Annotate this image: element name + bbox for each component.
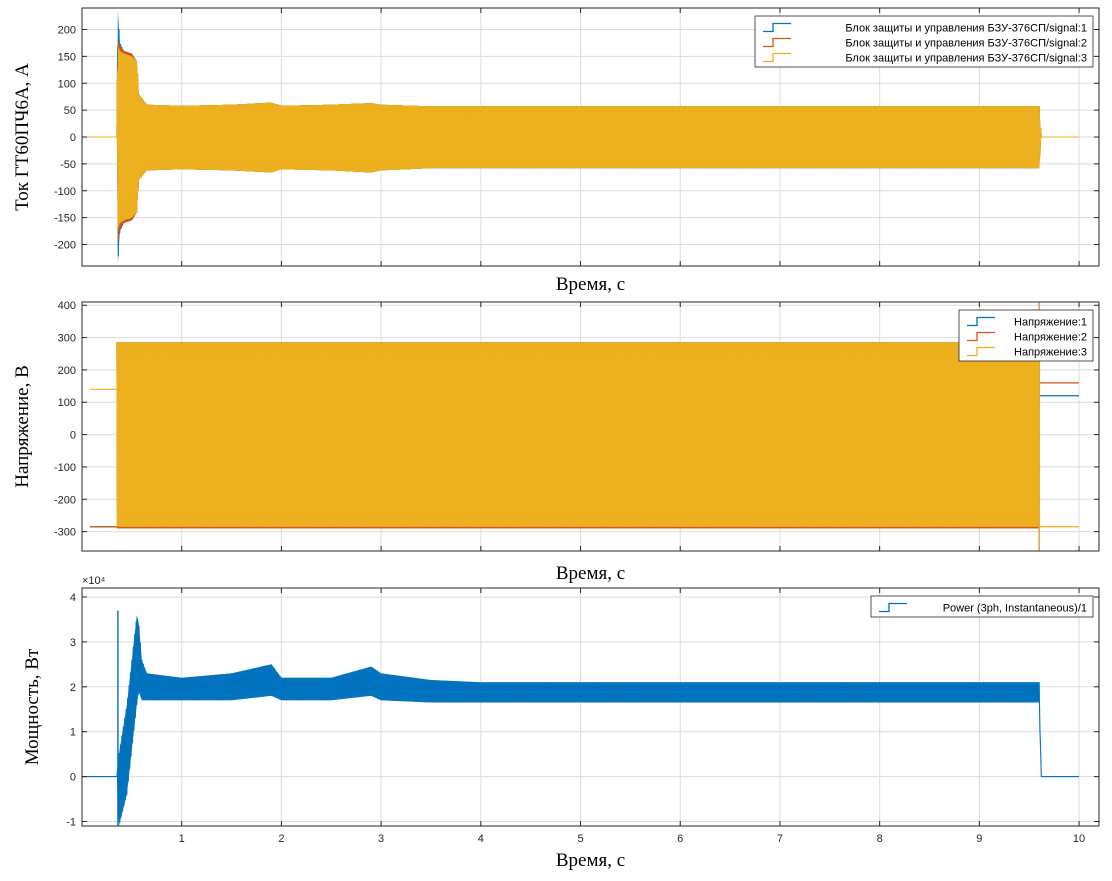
ytick-label: 4 <box>70 592 76 604</box>
legend-swatch-1 <box>879 602 907 613</box>
ytick-label: -100 <box>54 462 76 474</box>
xtick-label: 10 <box>1073 833 1085 845</box>
xtick-label: 4 <box>478 833 484 845</box>
ytick-label: 100 <box>58 397 76 409</box>
ticks: -200 -150 -100 -50 0 50 100 150 200 <box>54 8 1099 266</box>
ytick-label: 300 <box>58 333 76 345</box>
x-axis-label: Время, с <box>556 563 625 584</box>
legend-swatch-2 <box>967 331 995 342</box>
xtick-label: 1 <box>179 833 185 845</box>
legend-swatch-3 <box>967 346 995 357</box>
legend-entry-1: Блок защиты и управления БЗУ-376СП/signa… <box>845 23 1087 35</box>
ytick-label: 1 <box>70 727 76 739</box>
ytick-label: 50 <box>64 105 76 117</box>
ticks: -300 -200 -100 0 100 200 300 400 <box>54 300 1099 551</box>
legend-entry-2: Напряжение:2 <box>1014 332 1087 344</box>
legend-entry-1: Power (3ph, Instantaneous)/1 <box>943 603 1087 615</box>
panel-1: -200 -150 -100 -50 0 50 100 150 200 Ток ГТ60ПЧ6А,… <box>12 7 1100 295</box>
legend: Power (3ph, Instantaneous)/1 <box>870 595 1094 618</box>
series-layer <box>82 610 1080 826</box>
ytick-label: 2 <box>70 682 76 694</box>
ytick-label: -1 <box>66 817 76 829</box>
xtick-label: 9 <box>976 833 982 845</box>
legend: Блок защиты и управления БЗУ-376СП/signa… <box>754 15 1094 68</box>
xtick-label: 8 <box>877 833 883 845</box>
ytick-label: -100 <box>54 186 76 198</box>
y-axis-label: Мощность, Вт <box>22 648 43 765</box>
axes-box <box>81 587 1100 827</box>
ytick-label: 0 <box>70 772 76 784</box>
ytick-label: 200 <box>58 365 76 377</box>
ytick-label: 200 <box>58 25 76 37</box>
legend-box <box>958 309 1094 362</box>
legend-swatch-2 <box>763 37 791 48</box>
ytick-label: 3 <box>70 637 76 649</box>
ytick-label: -300 <box>54 527 76 539</box>
ytick-label: -150 <box>54 213 76 225</box>
xtick-label: 6 <box>677 833 683 845</box>
ytick-label: 0 <box>70 430 76 442</box>
legend-box <box>870 595 1094 618</box>
legend-box <box>754 15 1094 68</box>
ytick-label: -50 <box>60 159 76 171</box>
ytick-label: 0 <box>70 132 76 144</box>
y-axis-label: Ток ГТ60ПЧ6А, А <box>12 63 33 211</box>
panel-3: -1 0 1 2 3 4 1 2 3 4 5 6 7 8 9 10 ×10⁴ Мощность, Вт Время,… <box>22 575 1100 871</box>
panel-2: -300 -200 -100 0 100 200 300 400 Напряжение, В Вр… <box>12 300 1100 584</box>
xtick-label: 2 <box>278 833 284 845</box>
ytick-label: 150 <box>58 51 76 63</box>
axes-box <box>81 301 1100 552</box>
ytick-label: 400 <box>58 300 76 312</box>
ticks: -1 0 1 2 3 4 1 2 3 4 5 6 7 8 9 10 <box>66 588 1099 845</box>
ytick-label: -200 <box>54 240 76 252</box>
legend-swatch-1 <box>967 316 995 327</box>
ytick-label: 100 <box>58 78 76 90</box>
legend-entry-3: Напряжение:3 <box>1014 347 1087 359</box>
legend-entry-1: Напряжение:1 <box>1014 317 1087 329</box>
legend: Напряжение:1 Напряжение:2 Напряжение:3 <box>958 309 1094 362</box>
x-axis-label: Время, с <box>556 274 625 295</box>
plot-area <box>82 588 1099 826</box>
legend-entry-3: Блок защиты и управления БЗУ-376СП/signa… <box>845 53 1087 65</box>
x-axis-label: Время, с <box>556 850 625 871</box>
series-layer <box>82 10 1080 264</box>
legend-swatch-3 <box>763 52 791 63</box>
series-3-band <box>116 342 1040 527</box>
legend-swatch-1 <box>763 22 791 33</box>
exponent-label: ×10⁴ <box>82 575 106 587</box>
xtick-label: 3 <box>378 833 384 845</box>
series-3-band <box>82 45 1080 229</box>
xtick-label: 5 <box>577 833 583 845</box>
series-layer <box>89 302 1080 551</box>
xtick-label: 7 <box>777 833 783 845</box>
ytick-label: -200 <box>54 494 76 506</box>
legend-entry-2: Блок защиты и управления БЗУ-376СП/signa… <box>845 38 1087 50</box>
y-axis-label: Напряжение, В <box>12 365 33 488</box>
